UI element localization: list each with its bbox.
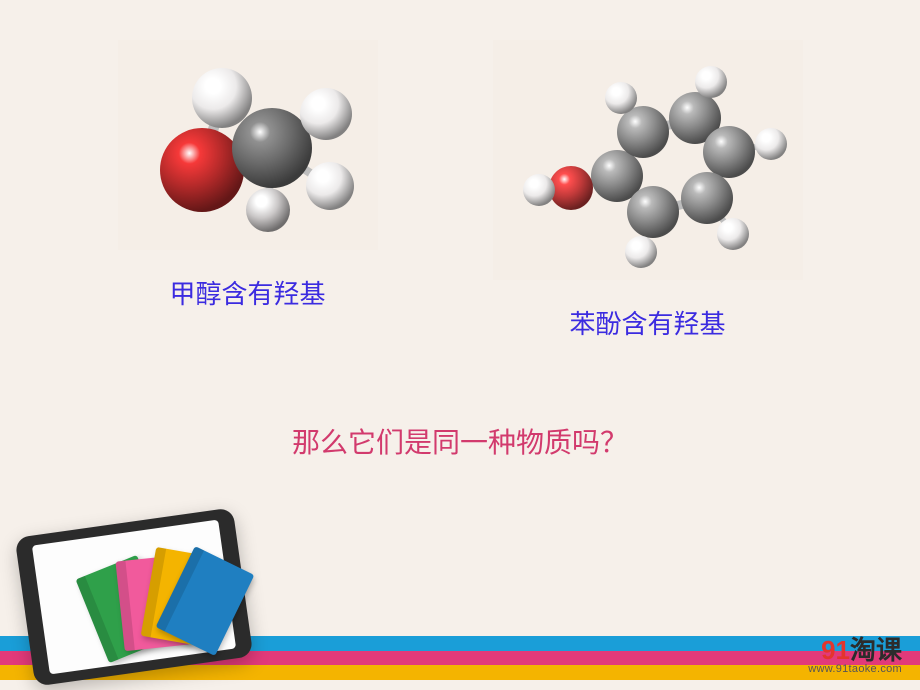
stripe-2: [0, 651, 920, 666]
tablet-icon: [15, 507, 254, 686]
tablet-screen: [32, 520, 236, 675]
book-3: [141, 547, 222, 647]
book-4: [156, 546, 255, 656]
logo-url: www.91taoke.com: [808, 664, 902, 676]
molecule-left-block: 甲醇含有羟基: [118, 40, 378, 341]
stripe-1: [0, 636, 920, 651]
phenol-svg: [493, 40, 803, 280]
logo: 91淘课 www.91taoke.com: [808, 637, 902, 676]
slide-content: 甲醇含有羟基 苯酚含有羟基 那么它们是同一种物质吗？: [0, 0, 920, 690]
logo-num: 91: [821, 635, 850, 665]
tablet-body: [15, 507, 254, 686]
book-2: [115, 555, 190, 651]
methanol-molecule: [118, 40, 378, 250]
bottom-stripes: [0, 636, 920, 680]
phenol-caption: 苯酚含有羟基: [569, 304, 725, 341]
phenol-molecule: [493, 40, 803, 280]
stripe-3: [0, 665, 920, 680]
molecules-row: 甲醇含有羟基 苯酚含有羟基: [0, 0, 920, 341]
logo-main: 91淘课: [808, 637, 902, 664]
books-icon: [90, 546, 230, 656]
methanol-svg: [118, 40, 378, 250]
molecule-right-block: 苯酚含有羟基: [493, 40, 803, 341]
methanol-caption: 甲醇含有羟基: [169, 274, 325, 311]
bottom-decoration: 91淘课 www.91taoke.com: [0, 550, 920, 690]
question-text: 那么它们是同一种物质吗？: [0, 421, 920, 461]
book-1: [76, 555, 171, 663]
logo-text: 淘课: [850, 635, 902, 665]
